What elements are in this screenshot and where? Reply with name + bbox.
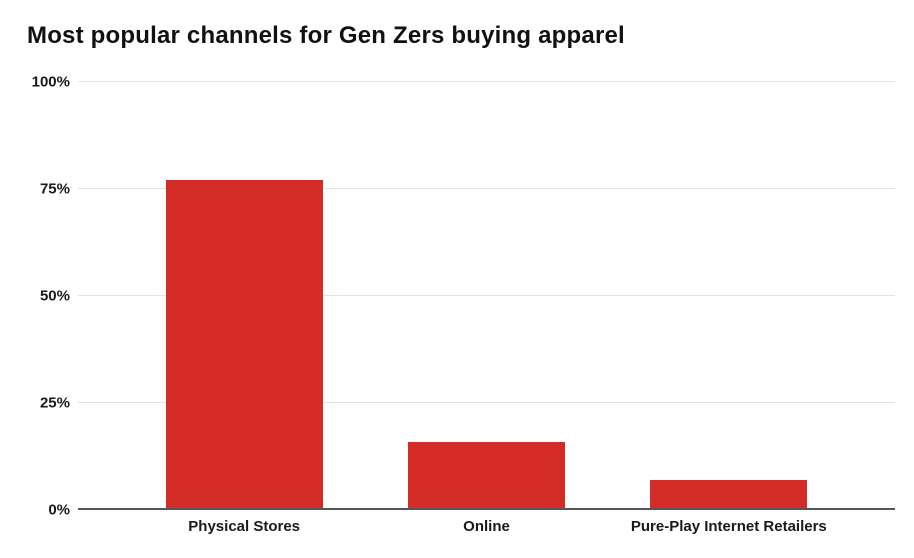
bar-physical-stores	[165, 180, 323, 510]
gridlines-layer	[78, 81, 895, 510]
y-gridline-100	[78, 81, 895, 82]
bar-slot	[365, 82, 607, 510]
bar-slot	[608, 82, 850, 510]
y-gridline-50	[78, 295, 895, 296]
y-tick-label-0: 0%	[48, 501, 70, 519]
y-tick-label-100: 100%	[31, 73, 70, 91]
chart-title: Most popular channels for Gen Zers buyin…	[27, 22, 625, 49]
y-gridline-75	[78, 188, 895, 189]
y-tick-label-50: 50%	[39, 287, 70, 305]
x-axis-labels: Physical Stores Online Pure-Play Internet …	[78, 518, 895, 536]
y-gridline-25	[78, 402, 895, 403]
x-category-label: Online	[463, 518, 510, 535]
y-tick-label-75: 75%	[39, 180, 70, 198]
bars-layer	[78, 82, 895, 510]
plot-area: 0% 25% 50% 75% 100%	[32, 75, 895, 518]
bar-pure-play-internet-retailers	[650, 480, 808, 510]
bar-slot	[123, 82, 365, 510]
y-tick-label-25: 25%	[39, 394, 70, 412]
x-axis-baseline	[78, 508, 895, 510]
bar-online	[407, 441, 565, 510]
x-category-label: Physical Stores	[188, 518, 301, 535]
x-category-label: Pure-Play Internet Retailers	[630, 518, 827, 535]
